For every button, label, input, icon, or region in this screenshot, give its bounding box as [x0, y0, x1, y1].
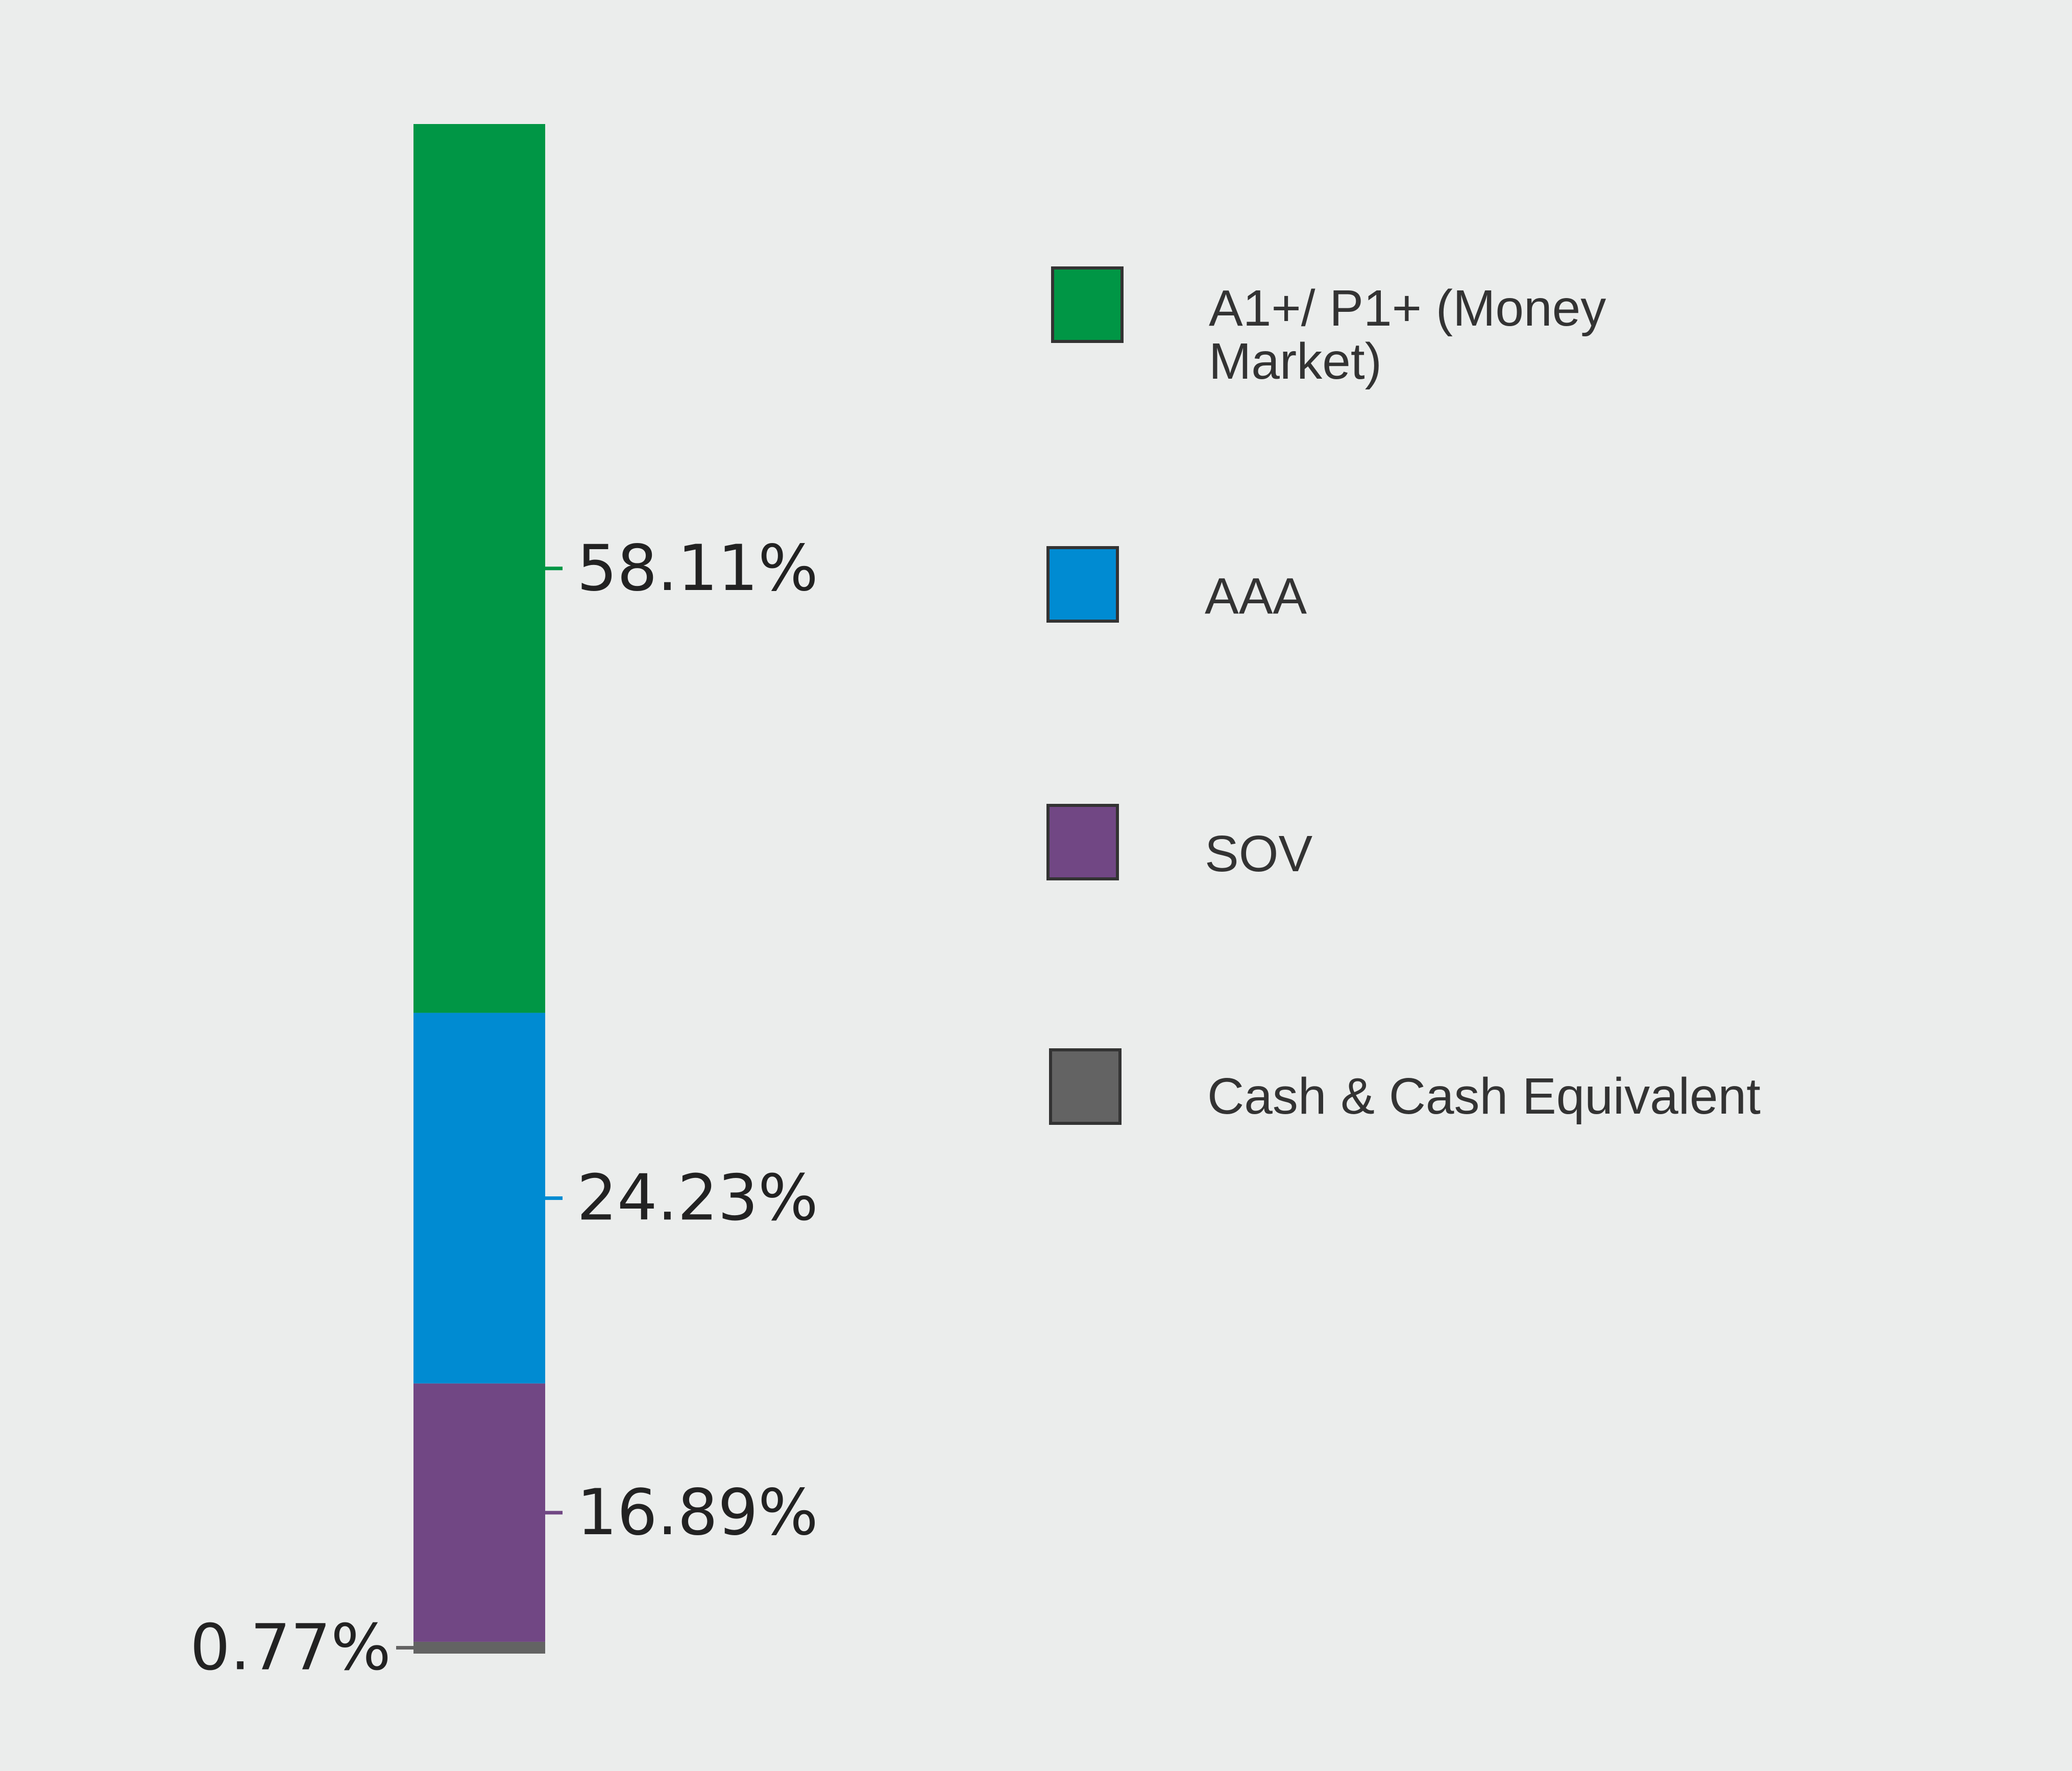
- green-square-icon: [1051, 266, 1124, 343]
- legend-label: Cash & Cash Equivalent: [1207, 1068, 1761, 1125]
- legend-label: AAA: [1205, 568, 1307, 625]
- data-label-sov: 16.89%: [577, 1476, 818, 1549]
- data-label-cash-cash-equivalent: 0.77%: [190, 1611, 391, 1684]
- purple-square-icon: [1046, 804, 1119, 880]
- legend-label: A1+/ P1+ (Money Market): [1209, 280, 1606, 390]
- bar-segment-cash-cash-equivalent: [413, 1641, 545, 1654]
- bar-segment-a1-p1-money-market: [413, 124, 545, 1013]
- data-label-aaa: 24.23%: [577, 1162, 818, 1235]
- bar-segment-sov: [413, 1383, 545, 1642]
- gray-square-icon: [1049, 1048, 1122, 1125]
- bar-segment-aaa: [413, 1013, 545, 1384]
- blue-square-icon: [1046, 546, 1119, 623]
- legend-label: SOV: [1205, 825, 1313, 882]
- data-label-a1-p1-money-market: 58.11%: [577, 532, 818, 605]
